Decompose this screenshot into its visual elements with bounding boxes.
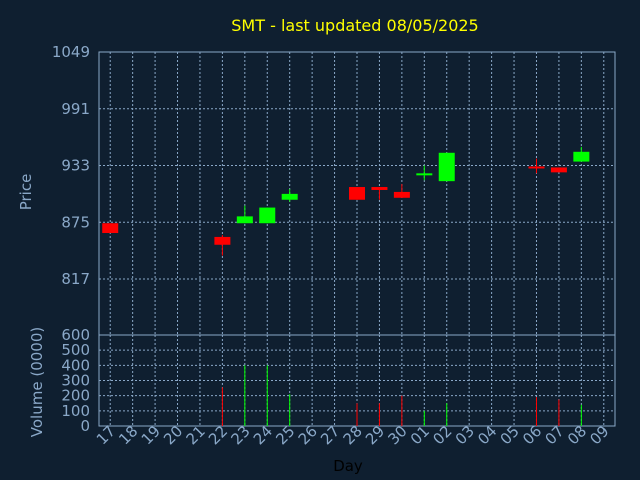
price-tick-label: 817 — [61, 270, 90, 288]
candle-body — [102, 223, 119, 234]
candle-body — [416, 173, 433, 176]
candle-body — [393, 191, 410, 198]
candle-body — [528, 166, 545, 169]
price-axis-label: Price — [17, 174, 35, 211]
volume-axis-label: Volume (0000) — [28, 327, 46, 437]
volume-tick-label: 200 — [61, 387, 90, 405]
x-axis-label: Day — [333, 457, 363, 475]
volume-tick-label: 500 — [61, 341, 90, 359]
candle-body — [550, 167, 567, 173]
price-panel: 1049 991 933 875 817 600 — [52, 43, 616, 344]
price-tick-label: 933 — [61, 157, 90, 175]
volume-tick-label: 400 — [61, 356, 90, 374]
candle-body — [259, 207, 276, 224]
price-tick-label: 1049 — [52, 43, 90, 61]
price-bottom-tick-label: 600 — [61, 326, 90, 344]
candle-body — [573, 151, 590, 162]
candle-body — [214, 236, 231, 245]
volume-tick-label: 100 — [61, 402, 90, 420]
candle-body — [371, 187, 388, 190]
volume-tick-label: 0 — [80, 417, 90, 435]
candle-body — [438, 152, 455, 182]
candle-body — [236, 216, 253, 224]
chart-title: SMT - last updated 08/05/2025 — [231, 16, 478, 35]
price-tick-label: 991 — [61, 100, 90, 118]
candle-body — [281, 193, 298, 200]
volume-tick-label: 300 — [61, 372, 90, 390]
price-tick-label: 875 — [61, 213, 90, 231]
candle-body — [349, 187, 365, 200]
x-axis: 1718192021222324252627282930010203040506… — [93, 422, 613, 448]
